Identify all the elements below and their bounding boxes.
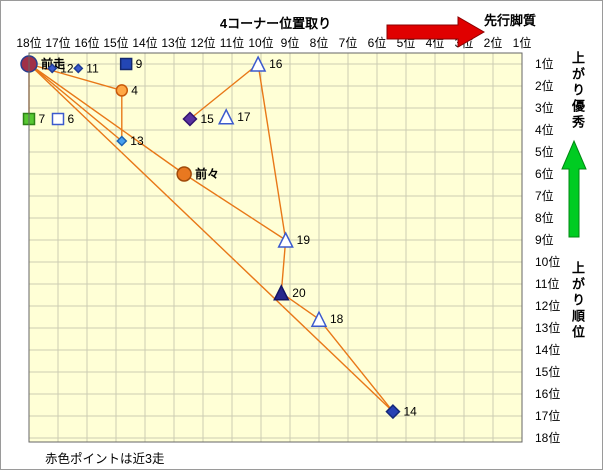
red-arrow-shape — [386, 16, 486, 48]
y-tick-label: 5位 — [535, 144, 554, 159]
point-label: 14 — [403, 405, 417, 419]
run-line — [318, 318, 394, 413]
point-label: 16 — [269, 57, 283, 71]
point-11 — [73, 63, 84, 74]
x-tick-label: 17位 — [45, 35, 70, 50]
x-tick-label: 11位 — [220, 35, 244, 50]
y-tick-label: 8位 — [535, 210, 554, 225]
y-tick-label: 7位 — [535, 188, 554, 203]
y-tick-label: 10位 — [535, 254, 560, 269]
front-style-label: 先行脚質 — [484, 13, 537, 28]
point-14 — [385, 404, 401, 420]
x-tick-label: 12位 — [190, 35, 215, 50]
point-label: 9 — [136, 57, 143, 71]
agari-up-arrow-icon — [561, 139, 587, 238]
x-tick-label: 16位 — [74, 35, 99, 50]
y-tick-label: 17位 — [535, 408, 560, 423]
y-tick-label: 14位 — [535, 342, 560, 357]
point-15 — [182, 111, 198, 127]
point-label: 11 — [86, 61, 99, 75]
point-label: 前走 — [41, 56, 65, 71]
point-16 — [249, 55, 267, 72]
run-line — [28, 63, 123, 142]
green-arrow-shape — [561, 139, 587, 238]
point-12 — [47, 63, 58, 74]
y-tick-label: 16位 — [535, 386, 560, 401]
x-tick-label: 6位 — [368, 35, 387, 50]
point-13 — [116, 135, 128, 147]
run-line — [183, 173, 287, 241]
front-style-arrow-icon — [386, 16, 486, 48]
point-9 — [119, 57, 133, 71]
point-17 — [217, 108, 235, 125]
y-tick-label: 6位 — [535, 166, 554, 181]
x-tick-label: 13位 — [161, 35, 186, 50]
point-label: 20 — [292, 286, 306, 300]
y-tick-label: 2位 — [535, 78, 554, 93]
x-tick-label: 1位 — [513, 35, 532, 50]
agari-rank-label: 上がり順位 — [570, 261, 585, 341]
run-line — [28, 63, 122, 92]
footnote: 赤色ポイントは近3走 — [45, 452, 165, 466]
run-line — [28, 63, 185, 175]
point-label: 15 — [200, 112, 214, 126]
y-tick-label: 13位 — [535, 320, 560, 335]
point-label: 12 — [60, 61, 74, 75]
point-label: 6 — [68, 112, 75, 126]
x-tick-label: 2位 — [484, 35, 503, 50]
point-label: 18 — [330, 312, 344, 326]
y-tick-label: 15位 — [535, 364, 560, 379]
point-label: 4 — [131, 83, 138, 97]
y-tick-label: 4位 — [535, 122, 554, 137]
y-tick-label: 3位 — [535, 100, 554, 115]
point-label: 7 — [39, 112, 46, 126]
y-tick-label: 9位 — [535, 232, 554, 247]
page-title: 4コーナー位置取り — [219, 16, 332, 31]
x-tick-label: 15位 — [103, 35, 128, 50]
x-tick-label: 8位 — [310, 35, 329, 50]
point-前々 — [176, 166, 192, 182]
y-tick-label: 11位 — [535, 276, 559, 291]
x-tick-label: 9位 — [281, 35, 300, 50]
run-line — [28, 63, 394, 413]
run-line — [280, 239, 287, 293]
x-tick-label: 7位 — [339, 35, 358, 50]
agari-excellent-label: 上がり優秀 — [570, 51, 585, 131]
point-label: 13 — [130, 134, 144, 148]
y-tick-label: 1位 — [535, 56, 554, 71]
y-tick-label: 18位 — [535, 430, 560, 445]
point-6 — [51, 112, 65, 126]
point-20 — [273, 284, 290, 301]
y-tick-label: 12位 — [535, 298, 560, 313]
x-tick-label: 18位 — [16, 35, 41, 50]
point-label: 前々 — [195, 166, 219, 181]
plot-border — [28, 52, 523, 443]
point-4 — [115, 84, 129, 97]
x-tick-label: 10位 — [248, 35, 273, 50]
x-tick-label: 14位 — [132, 35, 157, 50]
run-line — [257, 63, 287, 241]
point-18 — [310, 310, 328, 327]
point-19 — [277, 231, 294, 248]
run-line — [189, 63, 259, 120]
point-label: 17 — [237, 110, 251, 124]
plot-background — [29, 53, 522, 442]
point-label: 19 — [297, 233, 311, 247]
